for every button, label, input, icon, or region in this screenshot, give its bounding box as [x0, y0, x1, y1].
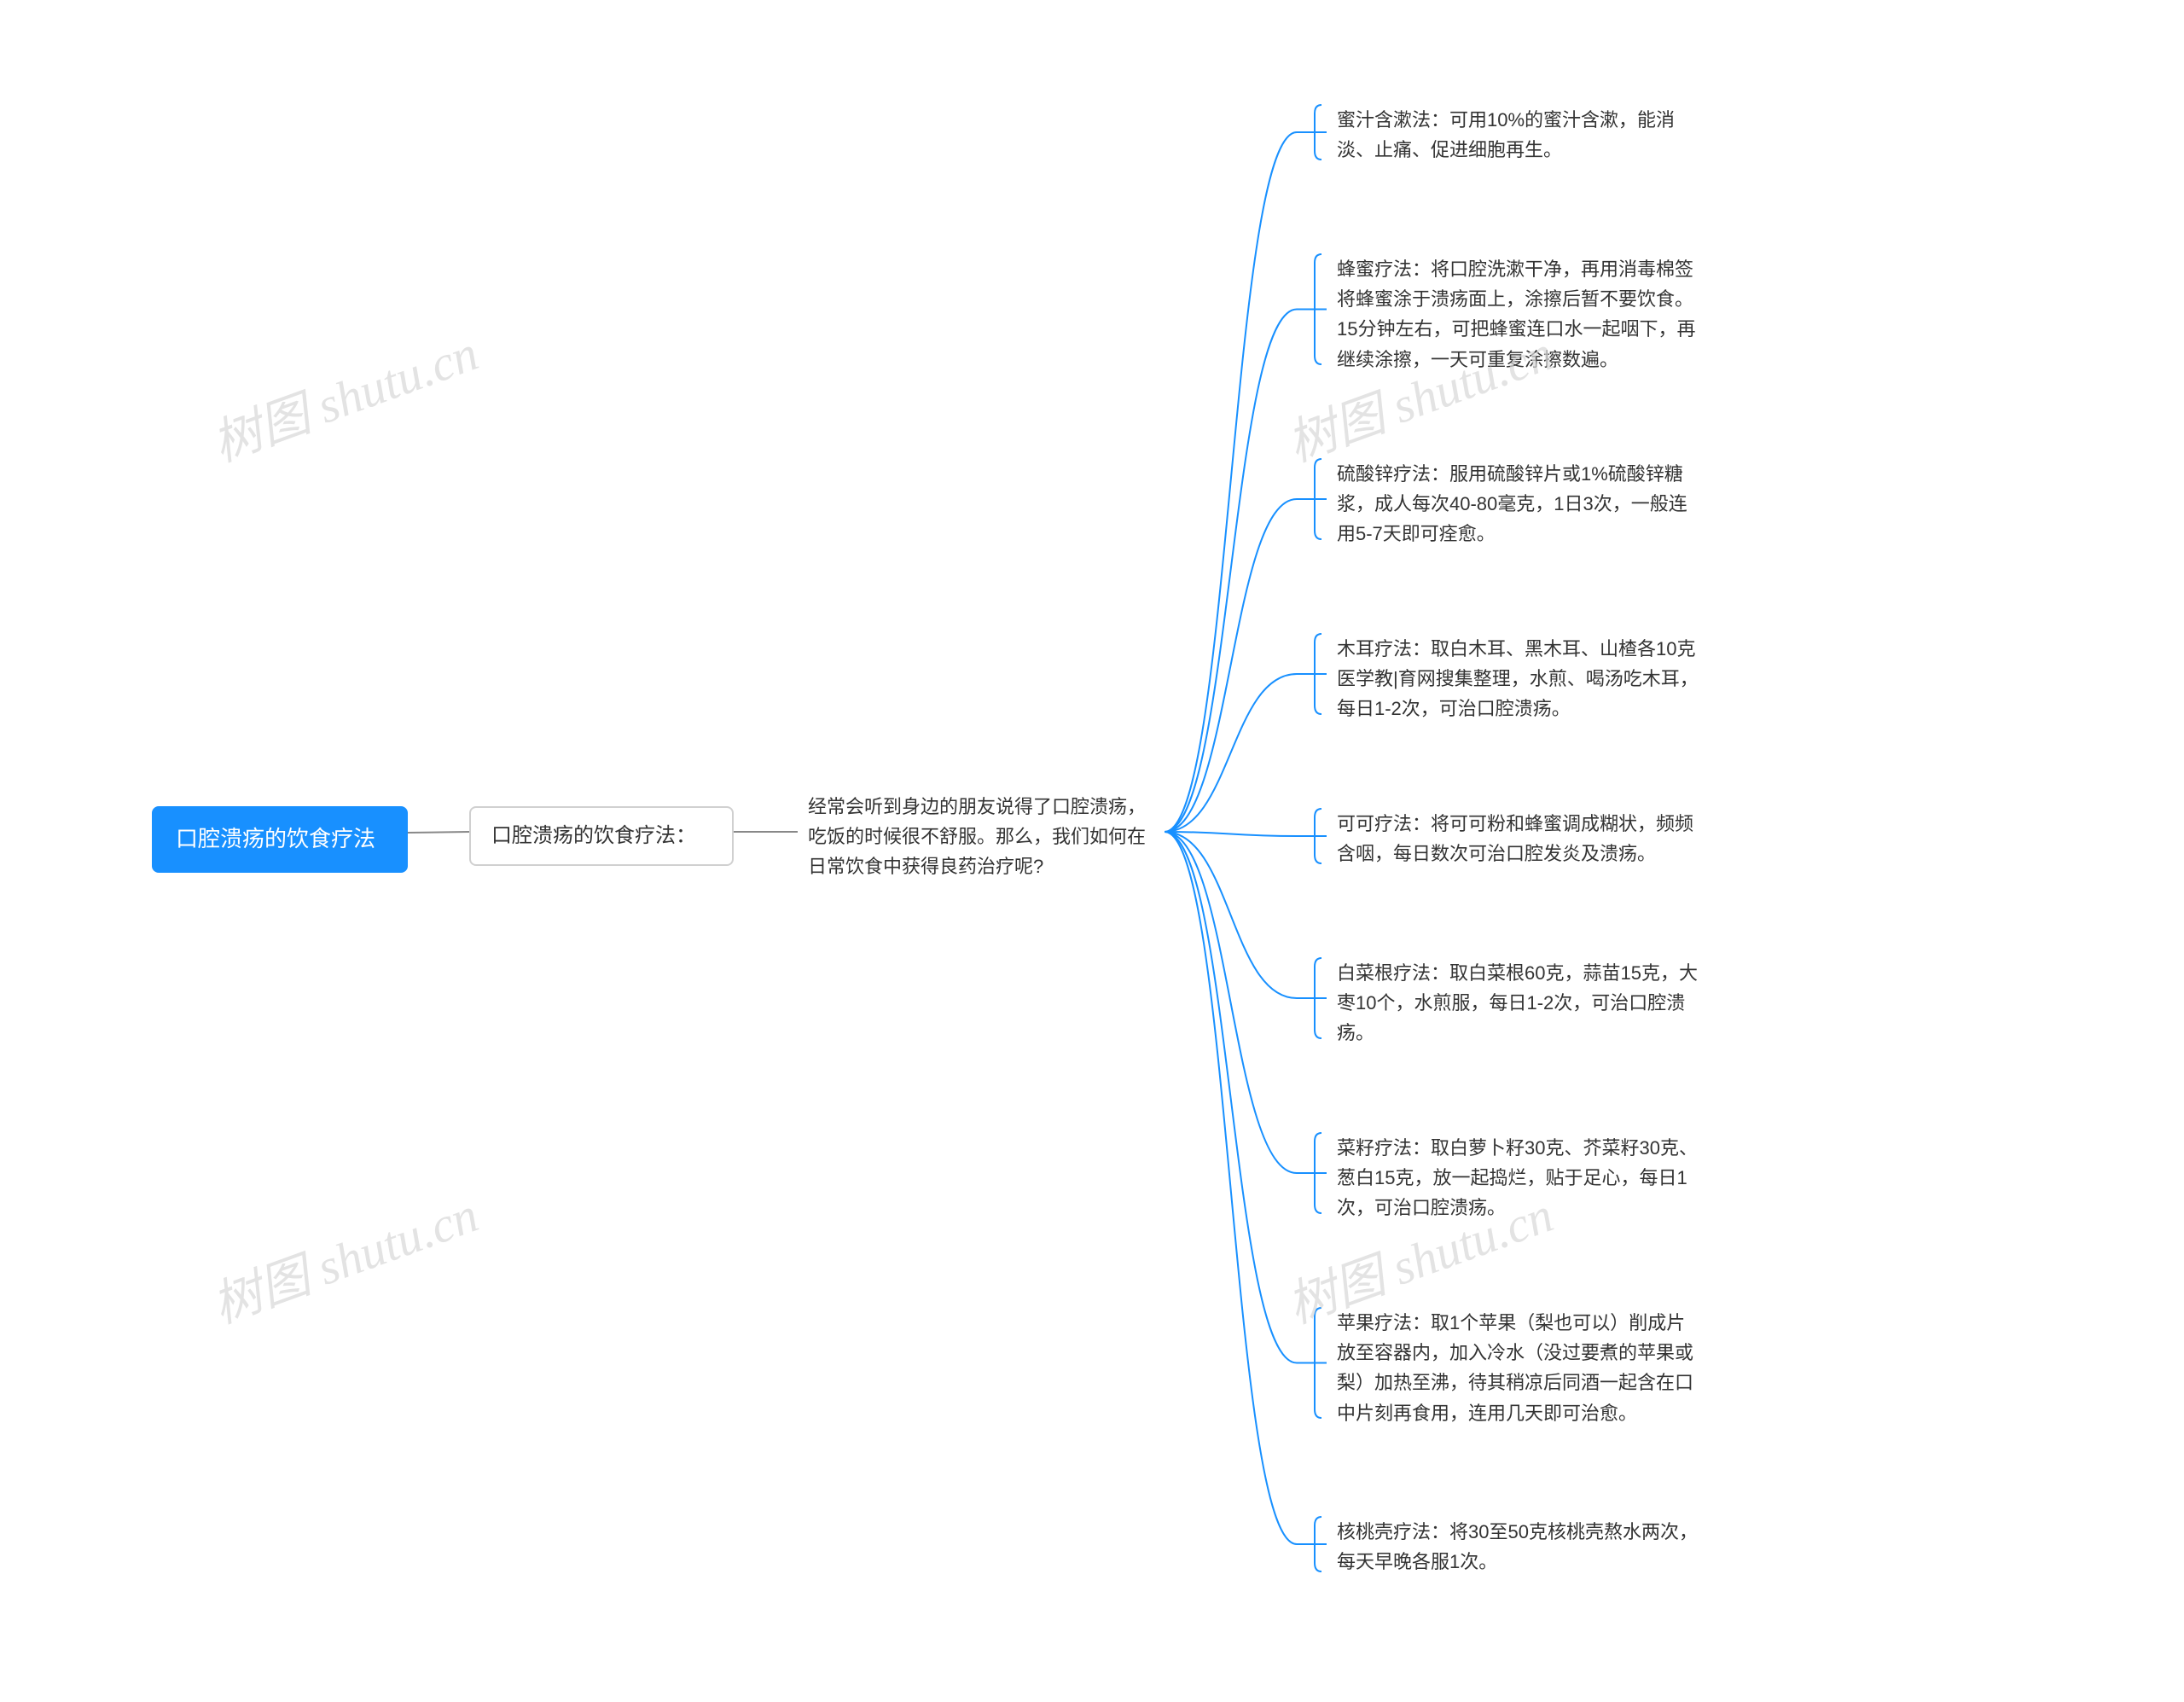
watermark-0: 树图 shutu.cn	[200, 313, 486, 475]
leaf-node-8[interactable]: 核桃壳疗法：将30至50克核桃壳熬水两次，每天早晚各服1次。	[1327, 1510, 1711, 1583]
leaf-node-2[interactable]: 硫酸锌疗法：服用硫酸锌片或1%硫酸锌糖浆，成人每次40-80毫克，1日3次，一般…	[1327, 452, 1711, 556]
leaf-node-3[interactable]: 木耳疗法：取白木耳、黑木耳、山楂各10克医学教|育网搜集整理，水煎、喝汤吃木耳，…	[1327, 627, 1711, 731]
leaf-node-1[interactable]: 蜂蜜疗法：将口腔洗漱干净，再用消毒棉签将蜂蜜涂于溃疡面上，涂擦后暂不要饮食。15…	[1327, 247, 1711, 381]
leaf-node-4[interactable]: 可可疗法：将可可粉和蜂蜜调成糊状，频频含咽，每日数次可治口腔发炎及溃疡。	[1327, 802, 1711, 875]
root-node[interactable]: 口腔溃疡的饮食疗法	[152, 806, 408, 873]
leaf-node-7[interactable]: 苹果疗法：取1个苹果（梨也可以）削成片放至容器内，加入冷水（没过要煮的苹果或梨）…	[1327, 1301, 1711, 1435]
level1-node[interactable]: 口腔溃疡的饮食疗法：	[469, 806, 734, 866]
leaf-node-6[interactable]: 菜籽疗法：取白萝卜籽30克、芥菜籽30克、葱白15克，放一起捣烂，贴于足心，每日…	[1327, 1126, 1711, 1230]
leaf-node-5[interactable]: 白菜根疗法：取白菜根60克，蒜苗15克，大枣10个，水煎服，每日1-2次，可治口…	[1327, 951, 1711, 1055]
level2-node[interactable]: 经常会听到身边的朋友说得了口腔溃疡，吃饭的时候很不舒服。那么，我们如何在日常饮食…	[798, 785, 1156, 889]
leaf-node-0[interactable]: 蜜汁含漱法：可用10%的蜜汁含漱，能消淡、止痛、促进细胞再生。	[1327, 98, 1711, 171]
mindmap-container: 口腔溃疡的饮食疗法 口腔溃疡的饮食疗法： 经常会听到身边的朋友说得了口腔溃疡，吃…	[0, 0, 2184, 1702]
watermark-2: 树图 shutu.cn	[200, 1175, 486, 1337]
